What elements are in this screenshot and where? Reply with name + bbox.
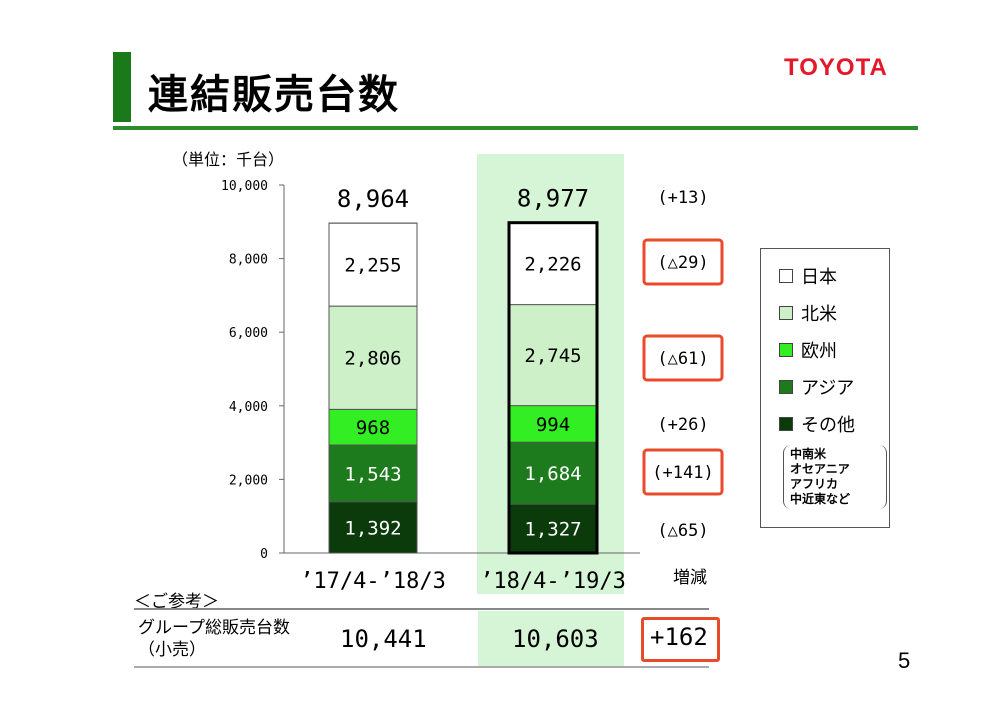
title-accent-bar: [113, 52, 131, 122]
bar-segment: [508, 304, 598, 407]
page-number: 5: [898, 648, 911, 673]
legend-label: 北米: [801, 304, 837, 325]
y-tick-label: 8,000: [229, 253, 268, 268]
bar-value-label: 1,327: [524, 519, 581, 541]
legend-item: 欧州: [779, 337, 837, 363]
legend-label: その他: [801, 415, 855, 436]
legend-swatch: [779, 380, 793, 394]
bar-total-label: 8,977: [517, 185, 589, 213]
legend-item: 北米: [779, 300, 837, 326]
reference-highlight: [478, 611, 624, 667]
legend-item: アジア: [779, 374, 854, 400]
bar-value-label: 2,806: [344, 348, 401, 370]
legend-swatch: [779, 306, 793, 320]
toyota-logo: TOYOTA: [784, 54, 888, 81]
change-value: (△29): [657, 253, 708, 273]
legend-label: 日本: [801, 267, 837, 288]
bar-outline: [328, 222, 418, 554]
reference-change-box: [641, 617, 720, 662]
title-underline: [113, 126, 918, 130]
y-tick-label: 0: [260, 547, 268, 562]
bar-value-label: 2,255: [344, 255, 401, 277]
change-value: (+26): [657, 415, 708, 435]
legend-swatch: [779, 417, 793, 431]
bar-segment: [508, 222, 598, 306]
change-value: (+141): [652, 463, 713, 483]
x-category-label: ’17/4-’18/3: [300, 569, 446, 594]
legend-note-line: アフリカ: [790, 477, 839, 491]
y-tick-label: 4,000: [229, 400, 268, 415]
change-value: (△61): [657, 349, 708, 369]
bar-value-label: 1,543: [344, 463, 401, 485]
legend-note-line: オセアニア: [790, 462, 850, 476]
legend-note-line: 中近東など: [790, 492, 851, 506]
bar-segment: [508, 405, 598, 443]
reference-heading: ＜ご参考＞: [134, 592, 219, 612]
bar-segment: [508, 441, 598, 505]
reference-row-label-line1: グループ総販売台数: [138, 618, 290, 638]
bar-value-label: 1,684: [524, 463, 581, 485]
legend-note-line: 中南米: [790, 447, 827, 461]
bar-outline: [507, 221, 599, 555]
legend-swatch: [779, 269, 793, 283]
y-tick-label: 6,000: [229, 326, 268, 341]
legend-label: 欧州: [801, 341, 837, 362]
reference-value-2: 10,603: [512, 625, 599, 653]
change-header: 増減: [673, 568, 707, 588]
legend: 日本北米欧州アジアその他 中南米 オセアニア アフリカ 中近東など: [760, 248, 890, 528]
reference-row-label-line2: （小売）: [138, 640, 206, 660]
bar-total-label: 8,964: [337, 185, 409, 213]
change-value: (+13): [657, 188, 708, 208]
page-title: 連結販売台数: [148, 72, 400, 118]
bar-value-label: 968: [356, 417, 390, 439]
bar-segment: [328, 222, 418, 307]
change-highlight-box: [642, 334, 724, 382]
bar-value-label: 2,226: [524, 254, 581, 276]
x-category-label: ’18/4-’19/3: [480, 569, 626, 594]
change-value: (△65): [657, 521, 708, 541]
reference-bottom-divider: [134, 666, 709, 668]
bar-value-label: 994: [536, 414, 570, 436]
y-tick-label: 2,000: [229, 473, 268, 488]
legend-item: 日本: [779, 263, 837, 289]
y-tick-label: 10,000: [221, 179, 268, 194]
bar-value-label: 1,392: [344, 517, 401, 539]
legend-note: 中南米 オセアニア アフリカ 中近東など: [783, 445, 887, 509]
reference-divider: [134, 608, 709, 610]
unit-label: （単位：千台）: [172, 150, 285, 169]
change-highlight-box: [642, 238, 724, 286]
legend-swatch: [779, 343, 793, 357]
legend-label: アジア: [801, 378, 855, 399]
legend-item: その他: [779, 411, 855, 437]
bar-value-label: 2,745: [524, 345, 581, 367]
reference-change: +162: [650, 623, 708, 651]
reference-value-1: 10,441: [340, 625, 427, 653]
reference-row-label: グループ総販売台数 （小売）: [138, 617, 290, 661]
change-highlight-box: [642, 448, 724, 496]
